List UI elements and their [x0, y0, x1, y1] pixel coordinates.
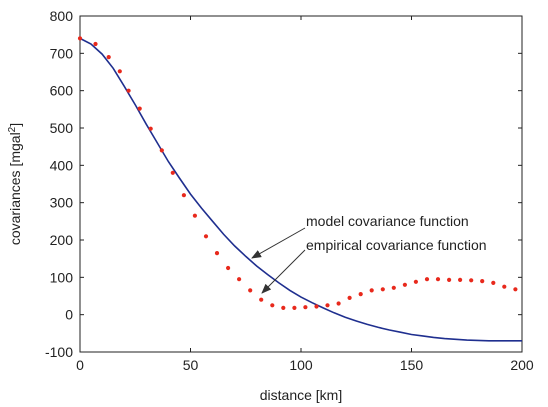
empirical-covariance-point [192, 213, 197, 218]
empirical-covariance-point [93, 41, 98, 47]
empirical-covariance-point [502, 284, 507, 289]
x-axis-title: distance [km] [260, 387, 342, 403]
empirical-covariance-point [358, 292, 363, 297]
series-layer [77, 36, 522, 342]
empirical-covariance-point [148, 126, 153, 131]
empirical-covariance-point [447, 277, 452, 282]
empirical-covariance-point [170, 170, 175, 175]
y-tick-label: 500 [50, 120, 74, 136]
empirical-covariance-point [391, 285, 396, 290]
empirical-covariance-point [347, 295, 352, 300]
empirical-covariance-point [292, 305, 297, 310]
empirical-covariance-point [214, 251, 220, 256]
empirical-covariance-point [469, 278, 474, 283]
empirical-covariance-point [281, 305, 286, 310]
empirical-covariance-point [369, 288, 374, 293]
model-covariance-line [79, 37, 522, 342]
y-tick-label: 300 [50, 195, 74, 211]
x-tick-label: 100 [289, 357, 313, 373]
y-tick-label: 700 [50, 45, 74, 61]
empirical-covariance-point [303, 305, 308, 310]
empirical-covariance-point [126, 88, 131, 93]
x-tick-label: 150 [400, 357, 424, 373]
y-axis-title-close: ] [7, 123, 23, 127]
y-tick-label: 800 [50, 8, 74, 24]
empirical-covariance-point [237, 277, 242, 282]
empirical-covariance-point [380, 287, 385, 292]
empirical-covariance-point [259, 297, 264, 302]
x-tick-label: 50 [183, 357, 199, 373]
y-axis-title-superscript: 2 [7, 126, 18, 132]
empirical-covariance-point [159, 148, 164, 153]
y-axis: -100 0 100 200 300 400 500 600 700 800 [45, 8, 522, 360]
empirical-covariance-point [325, 303, 330, 308]
plot-area [79, 15, 523, 353]
empirical-covariance-point [491, 280, 496, 285]
empirical-covariance-point [248, 288, 253, 293]
empirical-covariance-point [424, 277, 430, 282]
empirical-annotation-arrow [261, 249, 306, 294]
y-tick-label: 400 [50, 157, 74, 173]
x-axis: 0 50 100 150 200 [76, 16, 534, 373]
empirical-covariance-point [458, 277, 463, 282]
y-tick-label: 0 [65, 307, 73, 323]
empirical-covariance-point [77, 36, 83, 41]
y-tick-label: 200 [50, 232, 74, 248]
empirical-covariance-point [137, 106, 142, 111]
model-annotation-arrow [251, 227, 306, 259]
empirical-covariance-point [117, 69, 122, 74]
empirical-covariance-point [402, 282, 407, 287]
empirical-covariance-point [435, 277, 441, 282]
empirical-covariance-point [336, 301, 341, 306]
empirical-covariance-point [203, 234, 209, 239]
y-tick-label: 100 [50, 269, 74, 285]
y-axis-title: covariances [mgal2] [7, 123, 24, 245]
empirical-covariance-point [181, 193, 186, 198]
y-axis-title-main: covariances [mgal [7, 132, 23, 245]
y-tick-label: -100 [45, 344, 73, 360]
empirical-covariance-point [480, 279, 485, 284]
empirical-covariance-point [106, 55, 111, 60]
empirical-covariance-point [226, 265, 231, 271]
empirical-covariance-point [270, 303, 275, 308]
x-tick-label: 0 [76, 357, 84, 373]
empirical-covariance-point [413, 279, 418, 284]
empirical-annotation-label: empirical covariance function [306, 237, 487, 253]
y-tick-label: 600 [50, 83, 74, 99]
empirical-covariance-point [314, 304, 319, 309]
x-tick-label: 200 [510, 357, 534, 373]
empirical-covariance-point [513, 287, 518, 292]
model-annotation-label: model covariance function [306, 213, 469, 229]
